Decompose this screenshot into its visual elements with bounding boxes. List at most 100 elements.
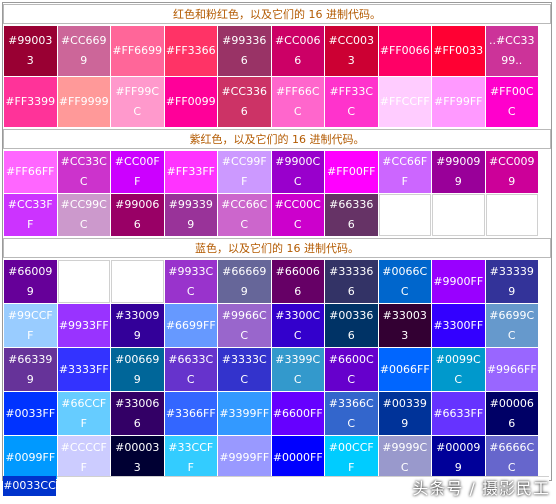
swatch-cell: #FF66CC bbox=[271, 77, 324, 127]
swatch-cell: #CC00FF bbox=[111, 151, 164, 193]
swatch-cell: #00CCFF bbox=[325, 436, 378, 479]
swatch-cell: #CC00CC bbox=[271, 194, 324, 236]
swatch-cell: #6633CC bbox=[164, 348, 217, 391]
swatch-cell: #330099 bbox=[111, 304, 164, 347]
swatch-cell: #CC33CC bbox=[57, 151, 110, 193]
swatch-cell: #FF66FF bbox=[4, 151, 57, 193]
swatch-cell: #330066 bbox=[111, 392, 164, 435]
empty-cell bbox=[378, 194, 431, 236]
swatch-cell: #000099 bbox=[432, 436, 485, 479]
swatch-cell: #660099 bbox=[4, 260, 57, 303]
swatch-cell: #663399 bbox=[4, 348, 57, 391]
swatch-cell: #9900CC bbox=[271, 151, 324, 193]
swatch-cell: #FF00FF bbox=[325, 151, 378, 193]
swatch-cell: #990066 bbox=[111, 194, 164, 236]
swatch-cell: #FF33CC bbox=[325, 77, 378, 127]
swatch-cell: #FF6699 bbox=[111, 26, 164, 76]
swatch-cell: #6699CC bbox=[485, 304, 538, 347]
swatch-grid-blue: #660099 #9933CC #666699 #660066 #333366 #0066… bbox=[3, 259, 551, 480]
swatch-cell: #0066FF bbox=[378, 348, 431, 391]
swatch-cell: #003366 bbox=[325, 304, 378, 347]
swatch-cell: #3333FF bbox=[57, 348, 110, 391]
swatch-cell: #0099CC bbox=[432, 348, 485, 391]
swatch-cell: #6600CC bbox=[325, 348, 378, 391]
swatch-cell: #CC3366 bbox=[218, 77, 271, 127]
swatch-cell: #FF3366 bbox=[164, 26, 217, 76]
swatch-cell: #CC66CC bbox=[218, 194, 271, 236]
empty-cell bbox=[57, 260, 110, 303]
swatch-cell: #CC6699 bbox=[57, 26, 110, 76]
swatch-cell: #6699FF bbox=[164, 304, 217, 347]
swatch-cell: #666699 bbox=[218, 260, 271, 303]
swatch-cell: #000066 bbox=[485, 392, 538, 435]
empty-cell bbox=[111, 260, 164, 303]
swatch-cell: #330033 bbox=[378, 304, 431, 347]
swatch-cell: #990099 bbox=[432, 151, 485, 193]
section-title-magenta: 紫红色，以及它们的 16 进制代码。 bbox=[3, 129, 551, 149]
swatch-cell: #FF99CC bbox=[111, 77, 164, 127]
swatch-cell: #990033 bbox=[4, 26, 57, 76]
swatch-cell: #3366FF bbox=[164, 392, 217, 435]
swatch-cell: #CC0099 bbox=[485, 151, 538, 193]
swatch-cell: #3300CC bbox=[271, 304, 324, 347]
swatch-cell: #99CCFF bbox=[4, 304, 57, 347]
swatch-cell: #CC66FF bbox=[378, 151, 431, 193]
swatch-cell: #333399 bbox=[485, 260, 538, 303]
swatch-cell: #9966FF bbox=[485, 348, 538, 391]
swatch-cell: #3333CC bbox=[218, 348, 271, 391]
swatch-cell: #6600FF bbox=[271, 392, 324, 435]
swatch-cell: #3366CC bbox=[325, 392, 378, 435]
swatch-cell: #33CCFF bbox=[164, 436, 217, 479]
swatch-cell: #FF0033 bbox=[432, 26, 485, 76]
swatch-cell: #CC0033 bbox=[325, 26, 378, 76]
swatch-cell: #FF99FF bbox=[432, 77, 485, 127]
swatch-cell: #CC0066 bbox=[271, 26, 324, 76]
swatch-cell: #0033FF bbox=[4, 392, 57, 435]
swatch-cell: #FF9999 bbox=[57, 77, 110, 127]
swatch-cell: ..#CC3399.. bbox=[485, 26, 538, 76]
swatch-cell: #6666CC bbox=[485, 436, 538, 479]
swatch-cell: #6633FF bbox=[432, 392, 485, 435]
swatch-cell: #9933CC bbox=[164, 260, 217, 303]
empty-cell bbox=[485, 194, 538, 236]
swatch-cell: #0066CC bbox=[378, 260, 431, 303]
swatch-cell: #993366 bbox=[218, 26, 271, 76]
swatch-cell: #9933FF bbox=[57, 304, 110, 347]
swatch-cell: #0099FF bbox=[4, 436, 57, 479]
watermark-text: 头条号 / 摄影民工 bbox=[412, 479, 550, 498]
swatch-cell: #66CCFF bbox=[57, 392, 110, 435]
swatch-cell: #FF00CC bbox=[485, 77, 538, 127]
swatch-grid-magenta: #FF66FF #CC33CC #CC00FF #FF33FF #CC99FF #9900… bbox=[3, 150, 551, 237]
swatch-cell: #9999FF bbox=[218, 436, 271, 479]
swatch-cell: #9966CC bbox=[218, 304, 271, 347]
section-title-blue: 蓝色，以及它们的 16 进制代码。 bbox=[3, 238, 551, 258]
swatch-cell: #660066 bbox=[271, 260, 324, 303]
swatch-cell: #FF3399 bbox=[4, 77, 57, 127]
swatch-cell: #3399CC bbox=[271, 348, 324, 391]
swatch-cell: #FF33FF bbox=[164, 151, 217, 193]
swatch-cell: #CCCCFF bbox=[57, 436, 110, 479]
swatch-cell: #9999CC bbox=[378, 436, 431, 479]
swatch-cell: #9900FF bbox=[432, 260, 485, 303]
swatch-grid-red-pink: #990033 #CC6699 #FF6699 #FF3366 #993366 #CC00… bbox=[3, 25, 551, 128]
swatch-cell: #003399 bbox=[378, 392, 431, 435]
swatch-cell: #333366 bbox=[325, 260, 378, 303]
empty-row-fill bbox=[57, 476, 549, 497]
swatch-cell: #FFCCFF bbox=[378, 77, 431, 127]
swatch-cell: #3399FF bbox=[218, 392, 271, 435]
swatch-cell: #000033 bbox=[111, 436, 164, 479]
swatch-cell: #006699 bbox=[111, 348, 164, 391]
empty-cell bbox=[432, 194, 485, 236]
color-code-table: 红色和粉红色，以及它们的 16 进制代码。 #990033 #CC6699 #FF6… bbox=[2, 2, 552, 481]
swatch-cell-last: #0033CC bbox=[3, 476, 56, 496]
swatch-cell: #CC33FF bbox=[4, 194, 57, 236]
swatch-cell: #CC99FF bbox=[218, 151, 271, 193]
swatch-cell: #993399 bbox=[164, 194, 217, 236]
swatch-cell: #FF0066 bbox=[378, 26, 431, 76]
swatch-cell: #663366 bbox=[325, 194, 378, 236]
swatch-cell: #FF0099 bbox=[164, 77, 217, 127]
swatch-cell: #0000FF bbox=[271, 436, 324, 479]
section-title-red-pink: 红色和粉红色，以及它们的 16 进制代码。 bbox=[3, 4, 551, 24]
swatch-cell: #CC99CC bbox=[57, 194, 110, 236]
swatch-cell: #3300FF bbox=[432, 304, 485, 347]
